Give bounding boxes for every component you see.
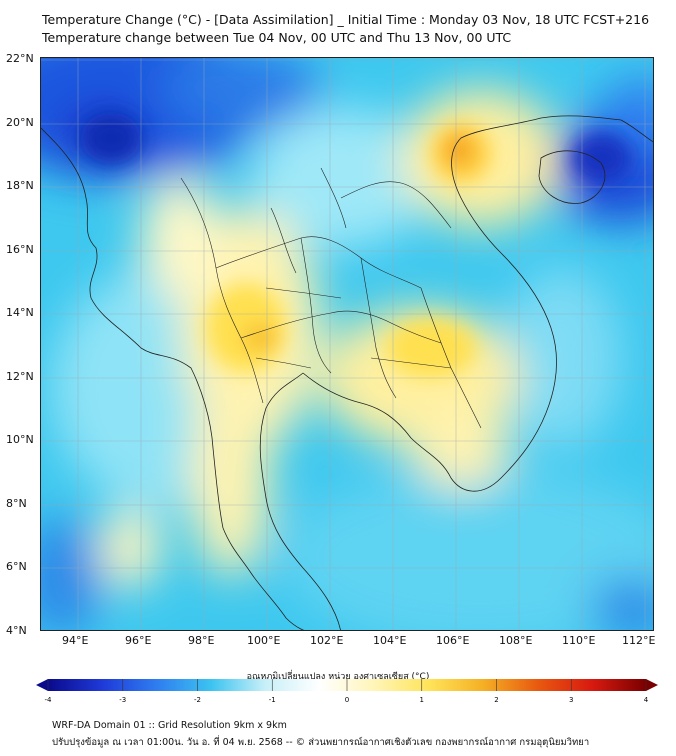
lon-label: 104°E [373,634,407,647]
lat-label: 22°N [6,52,34,65]
lon-label: 112°E [622,634,656,647]
admin-borders [180,167,482,429]
graticule [41,58,653,630]
lat-label: 4°N [6,624,27,637]
lon-label: 100°E [247,634,281,647]
colorbar-ticks: -4 -3 -2 -1 0 1 2 3 4 [45,679,649,704]
lat-label: 18°N [6,179,34,192]
colorbar-low-extend [36,679,48,691]
lat-label: 20°N [6,116,34,129]
colorbar-tick-label: 2 [494,696,498,704]
temperature-change-map [40,57,654,631]
colorbar-tick-label: 4 [644,696,649,704]
lat-label: 16°N [6,243,34,256]
lat-label: 10°N [6,433,34,446]
colorbar-high-extend [646,679,658,691]
colorbar-tick-label: -4 [45,696,53,704]
colorbar-title: อุณหภูมิเปลี่ยนแปลง หน่วย องศาเซลเซียส (… [246,672,430,682]
lon-label: 98°E [188,634,215,647]
colorbar-tick-label: -2 [194,696,201,704]
colorbar-tick-label: 0 [345,696,349,704]
lon-label: 106°E [436,634,470,647]
colorbar: -4 -3 -2 -1 0 1 2 3 4 [36,679,658,704]
colorbar-tick-label: 1 [420,696,424,704]
lon-label: 94°E [62,634,89,647]
coastlines [41,115,653,630]
lat-label: 8°N [6,497,27,510]
colorbar-tick-label: -3 [119,696,126,704]
lon-label: 96°E [125,634,152,647]
map-title: Temperature Change (°C) - [Data Assimila… [42,12,650,27]
colorbar-tick-label: -1 [269,696,276,704]
colorbar-tick-label: 3 [569,696,573,704]
lat-label: 14°N [6,306,34,319]
map-canvas [41,58,653,630]
footer-update-info: ปรับปรุงข้อมูล ณ เวลา 01:00น. วัน อ. ที่… [52,737,590,748]
lon-label: 110°E [562,634,596,647]
map-subtitle: Temperature change between Tue 04 Nov, 0… [42,30,512,45]
lon-label: 102°E [310,634,344,647]
lon-label: 108°E [499,634,533,647]
lat-label: 12°N [6,370,34,383]
footer-model-info: WRF-DA Domain 01 :: Grid Resolution 9km … [52,720,287,731]
lat-label: 6°N [6,560,27,573]
